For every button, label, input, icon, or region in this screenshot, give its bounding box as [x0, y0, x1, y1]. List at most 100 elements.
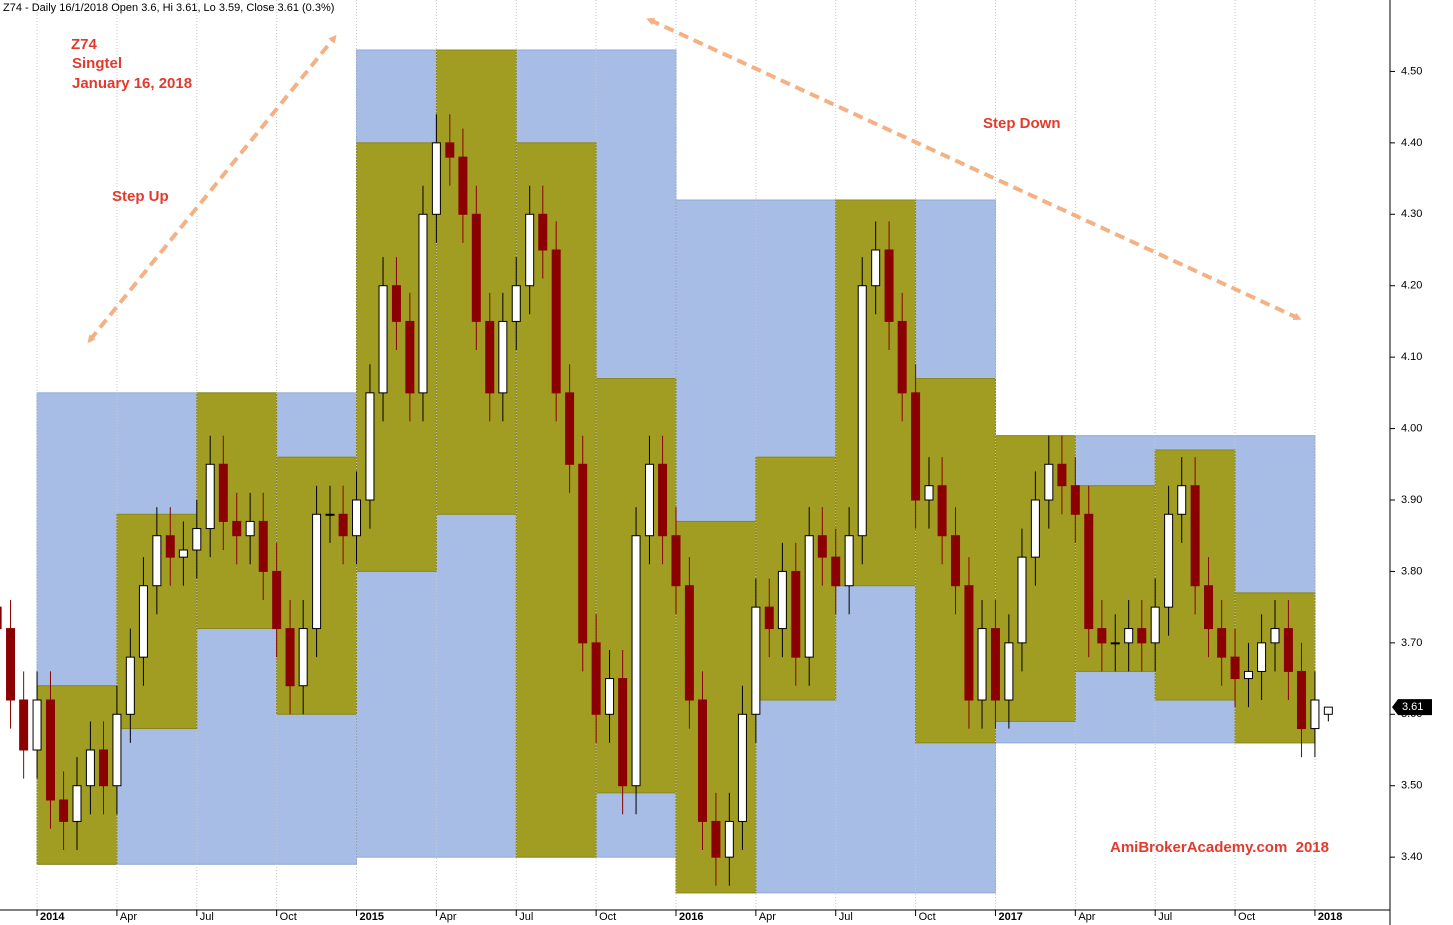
candle-body: [405, 320, 415, 394]
x-tick-label: Oct: [1238, 911, 1255, 923]
candle-body: [551, 249, 561, 394]
date: January 16, 2018: [72, 75, 192, 92]
candle-body: [445, 142, 455, 158]
candle-body: [817, 535, 827, 558]
last-price-marker: [1392, 699, 1432, 716]
candle-body: [245, 520, 255, 537]
candle-body: [45, 699, 55, 801]
candle-body: [777, 570, 787, 630]
watermark: AmiBrokerAcademy.com 2018: [1110, 839, 1329, 856]
candle-body: [1150, 606, 1160, 644]
candle-body: [844, 535, 854, 587]
candle-body: [1310, 699, 1320, 730]
candle-body: [751, 606, 761, 715]
candle-body: [338, 513, 348, 537]
candle-body: [152, 535, 162, 587]
candle-body: [804, 535, 814, 658]
candle-body: [671, 535, 681, 587]
candle-body: [378, 285, 388, 394]
candle-body: [605, 678, 615, 715]
candle-body: [1070, 485, 1080, 515]
candle-body: [897, 320, 907, 394]
candle-body: [352, 499, 362, 537]
candle-body: [964, 585, 974, 701]
x-tick-label: Apr: [759, 911, 776, 923]
candle-body: [924, 485, 934, 501]
x-tick-label: Oct: [599, 911, 616, 923]
candle-body: [1030, 499, 1040, 558]
candle-body: [1283, 628, 1293, 672]
candle-body: [644, 463, 654, 537]
candle-body: [312, 513, 322, 630]
candle-body: [471, 213, 481, 322]
candle-body: [618, 678, 628, 787]
candle-body: [684, 585, 694, 701]
x-tick-label: Jul: [839, 911, 853, 923]
candle-body: [99, 749, 109, 787]
x-tick-label: 2017: [998, 911, 1022, 923]
candle-body: [791, 570, 801, 658]
step-down-arrow: [646, 18, 1302, 320]
candle-body: [871, 249, 881, 287]
candle-body: [1044, 463, 1054, 501]
candle-body: [698, 699, 708, 822]
candle-body: [1097, 628, 1107, 644]
candle-body: [72, 785, 82, 822]
candle-body: [138, 585, 148, 658]
candle-body: [59, 799, 69, 822]
candle-body: [365, 392, 375, 501]
candle-body: [711, 820, 721, 858]
candle-body: [937, 485, 947, 537]
candle-body: [6, 628, 16, 701]
y-tick-label: 3.40: [1401, 851, 1422, 863]
candle-body: [511, 285, 521, 322]
candle-body: [951, 535, 961, 587]
y-tick-label: 3.70: [1401, 637, 1422, 649]
x-tick-label: Jul: [200, 911, 214, 923]
candle-body: [431, 142, 441, 215]
x-tick-label: Oct: [280, 911, 297, 923]
candle-body: [990, 628, 1000, 701]
x-tick-label: Apr: [439, 911, 456, 923]
candle-body: [19, 699, 29, 751]
candle-body: [192, 528, 202, 551]
x-tick-label: 2015: [360, 911, 384, 923]
candle-body: [485, 320, 495, 394]
candle-body: [658, 463, 668, 537]
chart-title: Z74 - Daily 16/1/2018 Open 3.6, Hi 3.61,…: [3, 2, 334, 14]
candle-body: [32, 699, 42, 751]
candle-body: [232, 520, 242, 537]
candle-body: [831, 556, 841, 587]
x-tick-label: Apr: [120, 911, 137, 923]
candle-body: [112, 713, 122, 787]
candle-body: [884, 249, 894, 322]
candle-body: [272, 570, 282, 630]
y-tick-label: 4.40: [1401, 137, 1422, 149]
y-tick-label: 3.50: [1401, 780, 1422, 792]
step-up-arrow: [87, 34, 337, 344]
candle-body: [1230, 656, 1240, 680]
step-down-label: Step Down: [983, 115, 1061, 132]
candle-body: [1084, 513, 1094, 630]
candle-body: [165, 535, 175, 558]
y-tick-label: 3.80: [1401, 565, 1422, 577]
candle-body: [1190, 485, 1200, 587]
candle-body: [1297, 670, 1307, 730]
x-tick-label: Jul: [519, 911, 533, 923]
last-price-label: 3.61: [1402, 701, 1423, 713]
candle-body: [178, 549, 188, 558]
candle-body: [498, 320, 508, 394]
y-tick-label: 4.00: [1401, 422, 1422, 434]
candle-body: [578, 463, 588, 644]
candle-body: [0, 606, 2, 630]
y-tick-label: 4.10: [1401, 351, 1422, 363]
symbol: Z74: [71, 36, 98, 53]
x-tick-label: 2016: [679, 911, 703, 923]
candle-body: [1110, 642, 1120, 645]
step-up-label: Step Up: [112, 188, 169, 205]
candle-body: [1257, 642, 1267, 672]
candle-body: [1124, 628, 1134, 644]
candle-body: [538, 213, 548, 251]
candle-body: [418, 213, 428, 394]
